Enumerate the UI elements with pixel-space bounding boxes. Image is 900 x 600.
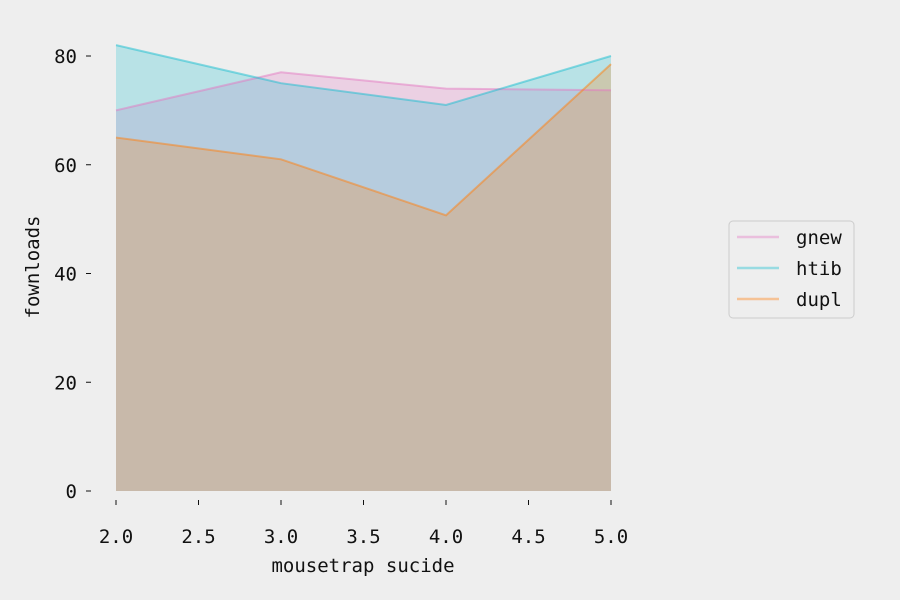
line-dupl (115, 63, 612, 217)
series-areas (116, 45, 611, 491)
series-lines (115, 44, 612, 217)
line-htib (115, 44, 612, 106)
x-tick-label: 4.0 (429, 526, 463, 548)
area-htib (116, 45, 611, 491)
x-axis: 2.0 2.5 3.0 3.5 4.0 4.5 5.0 (99, 500, 628, 548)
x-tick-label: 2.5 (181, 526, 215, 548)
x-axis-title: mousetrap sucide (271, 555, 454, 577)
y-tick-label: 0 (66, 481, 77, 503)
x-tick-label: 2.0 (99, 526, 133, 548)
x-tick-label: 3.5 (346, 526, 380, 548)
y-tick-label: 20 (54, 372, 77, 394)
x-tick-label: 3.0 (264, 526, 298, 548)
x-tick-label: 4.5 (511, 526, 545, 548)
y-axis: 0 20 40 60 80 (54, 46, 91, 503)
legend-box (728, 220, 855, 319)
y-tick-label: 80 (54, 46, 77, 68)
line-gnew (115, 71, 612, 112)
legend-label-htib: htib (796, 258, 842, 280)
area-dupl (116, 64, 611, 491)
legend: gnew htib dupl (728, 220, 855, 319)
y-tick-label: 40 (54, 264, 77, 286)
legend-label-dupl: dupl (796, 289, 842, 311)
x-tick-label: 5.0 (594, 526, 628, 548)
legend-label-gnew: gnew (796, 227, 842, 249)
y-tick-label: 60 (54, 155, 77, 177)
y-axis-title: fownloads (22, 216, 44, 319)
